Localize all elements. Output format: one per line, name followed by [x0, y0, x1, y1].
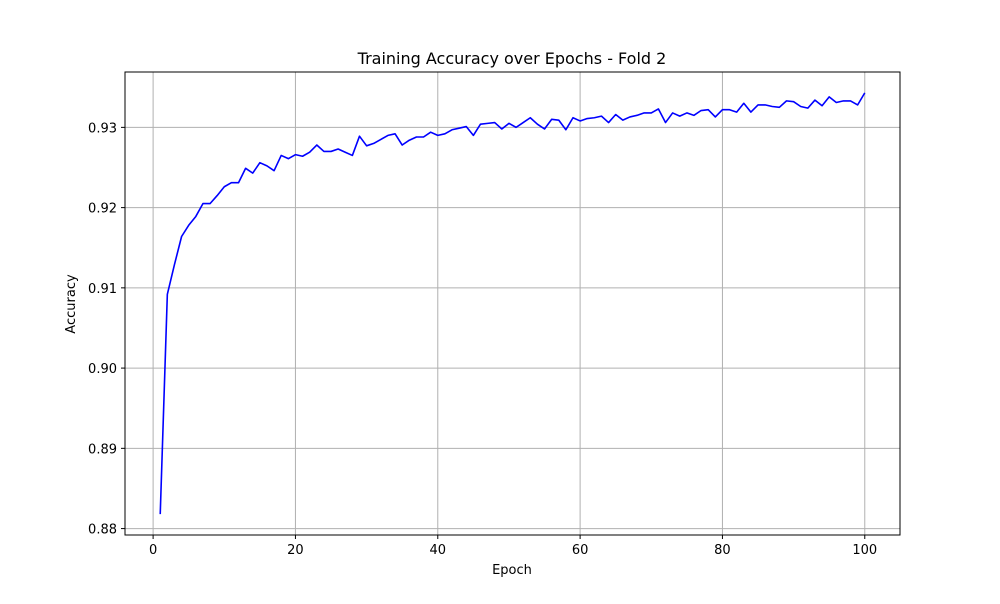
x-axis-label: Epoch [492, 563, 532, 578]
y-axis-label: Accuracy [64, 274, 79, 334]
y-tick-label: 0.93 [88, 121, 117, 136]
axis-ticks: 0 20 40 60 80 100 0.88 0.89 0.90 0.91 0.92 0.93 [88, 121, 877, 558]
chart-title: Training Accuracy over Epochs - Fold 2 [357, 49, 667, 68]
accuracy-line [159, 92, 866, 515]
data-series [159, 92, 866, 515]
y-tick-label: 0.88 [88, 523, 117, 538]
x-tick-label: 20 [287, 543, 304, 558]
plot-area-frame [124, 71, 901, 536]
x-tick-label: 0 [149, 543, 157, 558]
y-tick-label: 0.92 [88, 202, 117, 217]
grid-lines [125, 72, 900, 535]
x-tick-label: 60 [572, 543, 589, 558]
y-tick-label: 0.90 [88, 362, 117, 377]
y-tick-label: 0.89 [88, 442, 117, 457]
x-tick-label: 100 [852, 543, 877, 558]
y-tick-label: 0.91 [88, 282, 117, 297]
x-tick-label: 80 [714, 543, 731, 558]
x-tick-label: 40 [430, 543, 447, 558]
